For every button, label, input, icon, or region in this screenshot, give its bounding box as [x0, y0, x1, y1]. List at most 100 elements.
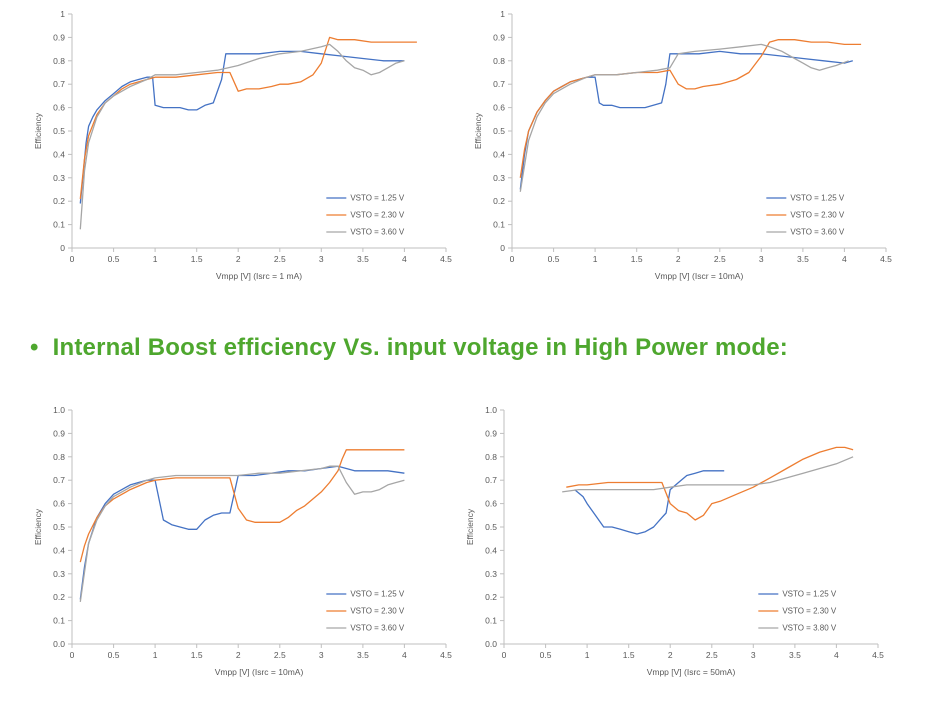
svg-text:4: 4: [402, 650, 407, 660]
svg-text:0.5: 0.5: [53, 522, 65, 532]
svg-text:0.2: 0.2: [485, 592, 497, 602]
svg-text:0.5: 0.5: [540, 650, 552, 660]
legend: VSTO = 1.25 V VSTO = 2.30 V VSTO = 3.60 V: [326, 194, 405, 237]
tick-labels: 0 0.1 0.2 0.3 0.4 0.5 0.6 0.7 0.8 0.9 1 0 0.5 1 1.5 2 2.…: [53, 9, 452, 264]
x-axis-label: Vmpp [V] (Isrc = 10mA): [215, 667, 304, 677]
svg-text:1.5: 1.5: [191, 254, 203, 264]
svg-text:3: 3: [751, 650, 756, 660]
svg-text:2: 2: [236, 650, 241, 660]
svg-text:4: 4: [834, 650, 839, 660]
legend: VSTO = 1.25 V VSTO = 2.30 V VSTO = 3.60 V: [326, 590, 405, 633]
legend-label: VSTO = 1.25 V: [782, 590, 837, 599]
x-axis-label: Vmpp [V] (Isrc = 1 mA): [216, 271, 302, 281]
legend-label: VSTO = 2.30 V: [350, 211, 405, 220]
svg-text:1: 1: [500, 9, 505, 19]
y-axis-label: Efficiency: [465, 508, 475, 545]
tick-labels: 0.0 0.1 0.2 0.3 0.4 0.5 0.6 0.7 0.8 0.9 1.0 0 0.5 1 1.…: [53, 405, 452, 660]
legend-label: VSTO = 2.30 V: [790, 211, 845, 220]
y-axis-label: Efficiency: [33, 508, 43, 545]
svg-text:3: 3: [759, 254, 764, 264]
svg-text:0.3: 0.3: [53, 569, 65, 579]
svg-text:0.1: 0.1: [53, 220, 65, 230]
section-heading: • Internal Boost efficiency Vs. input vol…: [30, 334, 920, 362]
legend-label: VSTO = 3.60 V: [790, 228, 845, 237]
legend-label: VSTO = 2.30 V: [782, 607, 837, 616]
svg-text:0.5: 0.5: [548, 254, 560, 264]
svg-text:0.9: 0.9: [493, 32, 505, 42]
y-axis-label: Efficiency: [33, 112, 43, 149]
svg-text:3.5: 3.5: [797, 254, 809, 264]
svg-text:0.1: 0.1: [493, 220, 505, 230]
svg-text:2.5: 2.5: [706, 650, 718, 660]
svg-text:2: 2: [676, 254, 681, 264]
legend-label: VSTO = 3.60 V: [350, 624, 405, 633]
svg-text:0.4: 0.4: [493, 149, 505, 159]
tick-labels: 0 0.1 0.2 0.3 0.4 0.5 0.6 0.7 0.8 0.9 1 0 0.5 1 1.5 2 2.…: [493, 9, 892, 264]
svg-text:2.5: 2.5: [274, 650, 286, 660]
svg-text:0.3: 0.3: [485, 569, 497, 579]
series-line: [566, 446, 854, 521]
svg-text:1: 1: [60, 9, 65, 19]
svg-text:1.5: 1.5: [631, 254, 643, 264]
chart-svg: 0.0 0.1 0.2 0.3 0.4 0.5 0.6 0.7 0.8 0.9 1.0 0 0.5 1 1.…: [33, 405, 452, 677]
series-line: [519, 39, 862, 178]
svg-text:0.5: 0.5: [108, 254, 120, 264]
series-line: [79, 465, 405, 600]
svg-text:0.6: 0.6: [493, 103, 505, 113]
svg-text:1.0: 1.0: [485, 405, 497, 415]
svg-text:0.3: 0.3: [493, 173, 505, 183]
svg-text:0.4: 0.4: [53, 149, 65, 159]
svg-text:0.0: 0.0: [53, 639, 65, 649]
series-line: [519, 50, 853, 190]
svg-text:0: 0: [70, 650, 75, 660]
svg-text:0: 0: [502, 650, 507, 660]
series-line: [574, 470, 725, 535]
svg-text:4.5: 4.5: [872, 650, 884, 660]
svg-text:0.5: 0.5: [493, 126, 505, 136]
svg-text:0.6: 0.6: [53, 499, 65, 509]
svg-text:0.9: 0.9: [485, 428, 497, 438]
svg-text:0: 0: [60, 243, 65, 253]
svg-text:3.5: 3.5: [357, 650, 369, 660]
svg-text:0: 0: [500, 243, 505, 253]
svg-text:1: 1: [593, 254, 598, 264]
svg-text:0.7: 0.7: [53, 79, 65, 89]
chart-efficiency-iscr-10ma: 0 0.1 0.2 0.3 0.4 0.5 0.6 0.7 0.8 0.9 1 0 0.5 1 1.5 2 2.…: [468, 4, 900, 300]
series-line: [79, 449, 405, 563]
svg-text:1: 1: [153, 650, 158, 660]
svg-text:4.5: 4.5: [440, 650, 452, 660]
svg-text:0.9: 0.9: [53, 428, 65, 438]
x-axis-label: Vmpp [V] (Iscr = 10mA): [655, 271, 744, 281]
axes: [68, 409, 447, 648]
legend-label: VSTO = 3.60 V: [350, 228, 405, 237]
legend-label: VSTO = 1.25 V: [350, 590, 405, 599]
chart-efficiency-isrc-1ma: 0 0.1 0.2 0.3 0.4 0.5 0.6 0.7 0.8 0.9 1 0 0.5 1 1.5 2 2.…: [28, 4, 460, 300]
x-axis-label: Vmpp [V] (Isrc = 50mA): [647, 667, 736, 677]
svg-text:0.2: 0.2: [53, 592, 65, 602]
chart-efficiency-isrc-10ma-highpower: 0.0 0.1 0.2 0.3 0.4 0.5 0.6 0.7 0.8 0.9 1.0 0 0.5 1 1.…: [28, 400, 460, 696]
bullet-marker: •: [30, 334, 39, 361]
svg-text:0.2: 0.2: [493, 196, 505, 206]
svg-text:0.6: 0.6: [485, 499, 497, 509]
svg-text:0.9: 0.9: [53, 32, 65, 42]
legend: VSTO = 1.25 V VSTO = 2.30 V VSTO = 3.60 V: [766, 194, 845, 237]
svg-text:2.5: 2.5: [714, 254, 726, 264]
legend-label: VSTO = 3.80 V: [782, 624, 837, 633]
svg-text:0: 0: [510, 254, 515, 264]
legend: VSTO = 1.25 V VSTO = 2.30 V VSTO = 3.80 V: [758, 590, 837, 633]
svg-text:0.0: 0.0: [485, 639, 497, 649]
svg-text:0.3: 0.3: [53, 173, 65, 183]
series-line: [79, 50, 405, 204]
svg-text:0.1: 0.1: [485, 616, 497, 626]
svg-text:0.5: 0.5: [485, 522, 497, 532]
series-line: [79, 43, 405, 230]
heading-text: Internal Boost efficiency Vs. input volt…: [52, 334, 788, 361]
svg-text:0: 0: [70, 254, 75, 264]
svg-text:4: 4: [402, 254, 407, 264]
svg-text:2: 2: [236, 254, 241, 264]
svg-text:0.8: 0.8: [53, 452, 65, 462]
svg-text:1.5: 1.5: [191, 650, 203, 660]
svg-text:2.5: 2.5: [274, 254, 286, 264]
svg-text:0.4: 0.4: [53, 545, 65, 555]
